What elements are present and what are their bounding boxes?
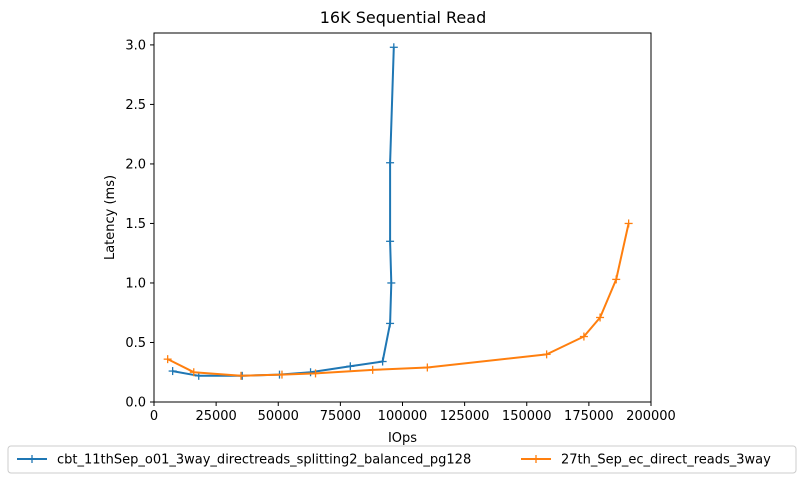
data-point (542, 350, 551, 359)
x-ticks: 0 25000 50000 75000 100000 125000 150000 175000… (150, 402, 676, 424)
data-point (368, 365, 377, 374)
y-ticks: 0.0 0.5 1.0 1.5 2.0 2.5 3.0 (125, 38, 154, 411)
y-tick-label: 0.0 (125, 396, 146, 411)
legend-label: 27th_Sep_ec_direct_reads_3way (561, 453, 771, 468)
data-point (311, 369, 320, 378)
data-point (277, 370, 286, 379)
x-tick-label: 125000 (440, 409, 490, 424)
plot-area (154, 33, 651, 402)
data-point (189, 368, 198, 377)
x-tick-label: 25000 (195, 409, 236, 424)
legend-box (7, 445, 797, 474)
data-point (378, 357, 387, 366)
legend-label: cbt_11thSep_o01_3way_directreads_splitti… (57, 453, 471, 468)
y-tick-label: 2.0 (125, 157, 146, 172)
legend-entry: 27th_Sep_ec_direct_reads_3way (521, 453, 771, 468)
series-layer (163, 43, 633, 380)
data-point (596, 313, 605, 322)
data-point (386, 319, 395, 328)
data-point (387, 278, 396, 287)
y-tick-label: 2.5 (125, 98, 146, 113)
x-axis-label: IOps (388, 431, 417, 446)
y-tick-label: 3.0 (125, 38, 146, 53)
data-point (423, 363, 432, 372)
chart-title: 16K Sequential Read (320, 8, 486, 27)
x-tick-label: 200000 (626, 409, 676, 424)
data-point (236, 371, 245, 380)
y-tick-label: 1.5 (125, 217, 146, 232)
data-point (163, 355, 172, 364)
x-tick-label: 0 (150, 409, 158, 424)
x-tick-label: 100000 (378, 409, 428, 424)
data-point (612, 275, 621, 284)
data-point (306, 368, 315, 377)
legend-entry: cbt_11thSep_o01_3way_directreads_splitti… (17, 453, 471, 468)
data-point (386, 158, 395, 167)
data-point (346, 362, 355, 371)
data-point (386, 237, 395, 246)
data-point (389, 43, 398, 52)
x-tick-label: 50000 (258, 409, 299, 424)
data-point (624, 219, 633, 228)
y-tick-label: 0.5 (125, 336, 146, 351)
series-line-1 (167, 223, 630, 377)
legend: cbt_11thSep_o01_3way_directreads_splitti… (17, 453, 771, 468)
y-axis-label: Latency (ms) (103, 175, 118, 260)
x-tick-label: 175000 (564, 409, 614, 424)
data-point (579, 332, 588, 341)
y-tick-label: 1.0 (125, 276, 146, 291)
x-tick-label: 150000 (502, 409, 552, 424)
data-point (168, 367, 177, 376)
x-tick-label: 75000 (320, 409, 361, 424)
